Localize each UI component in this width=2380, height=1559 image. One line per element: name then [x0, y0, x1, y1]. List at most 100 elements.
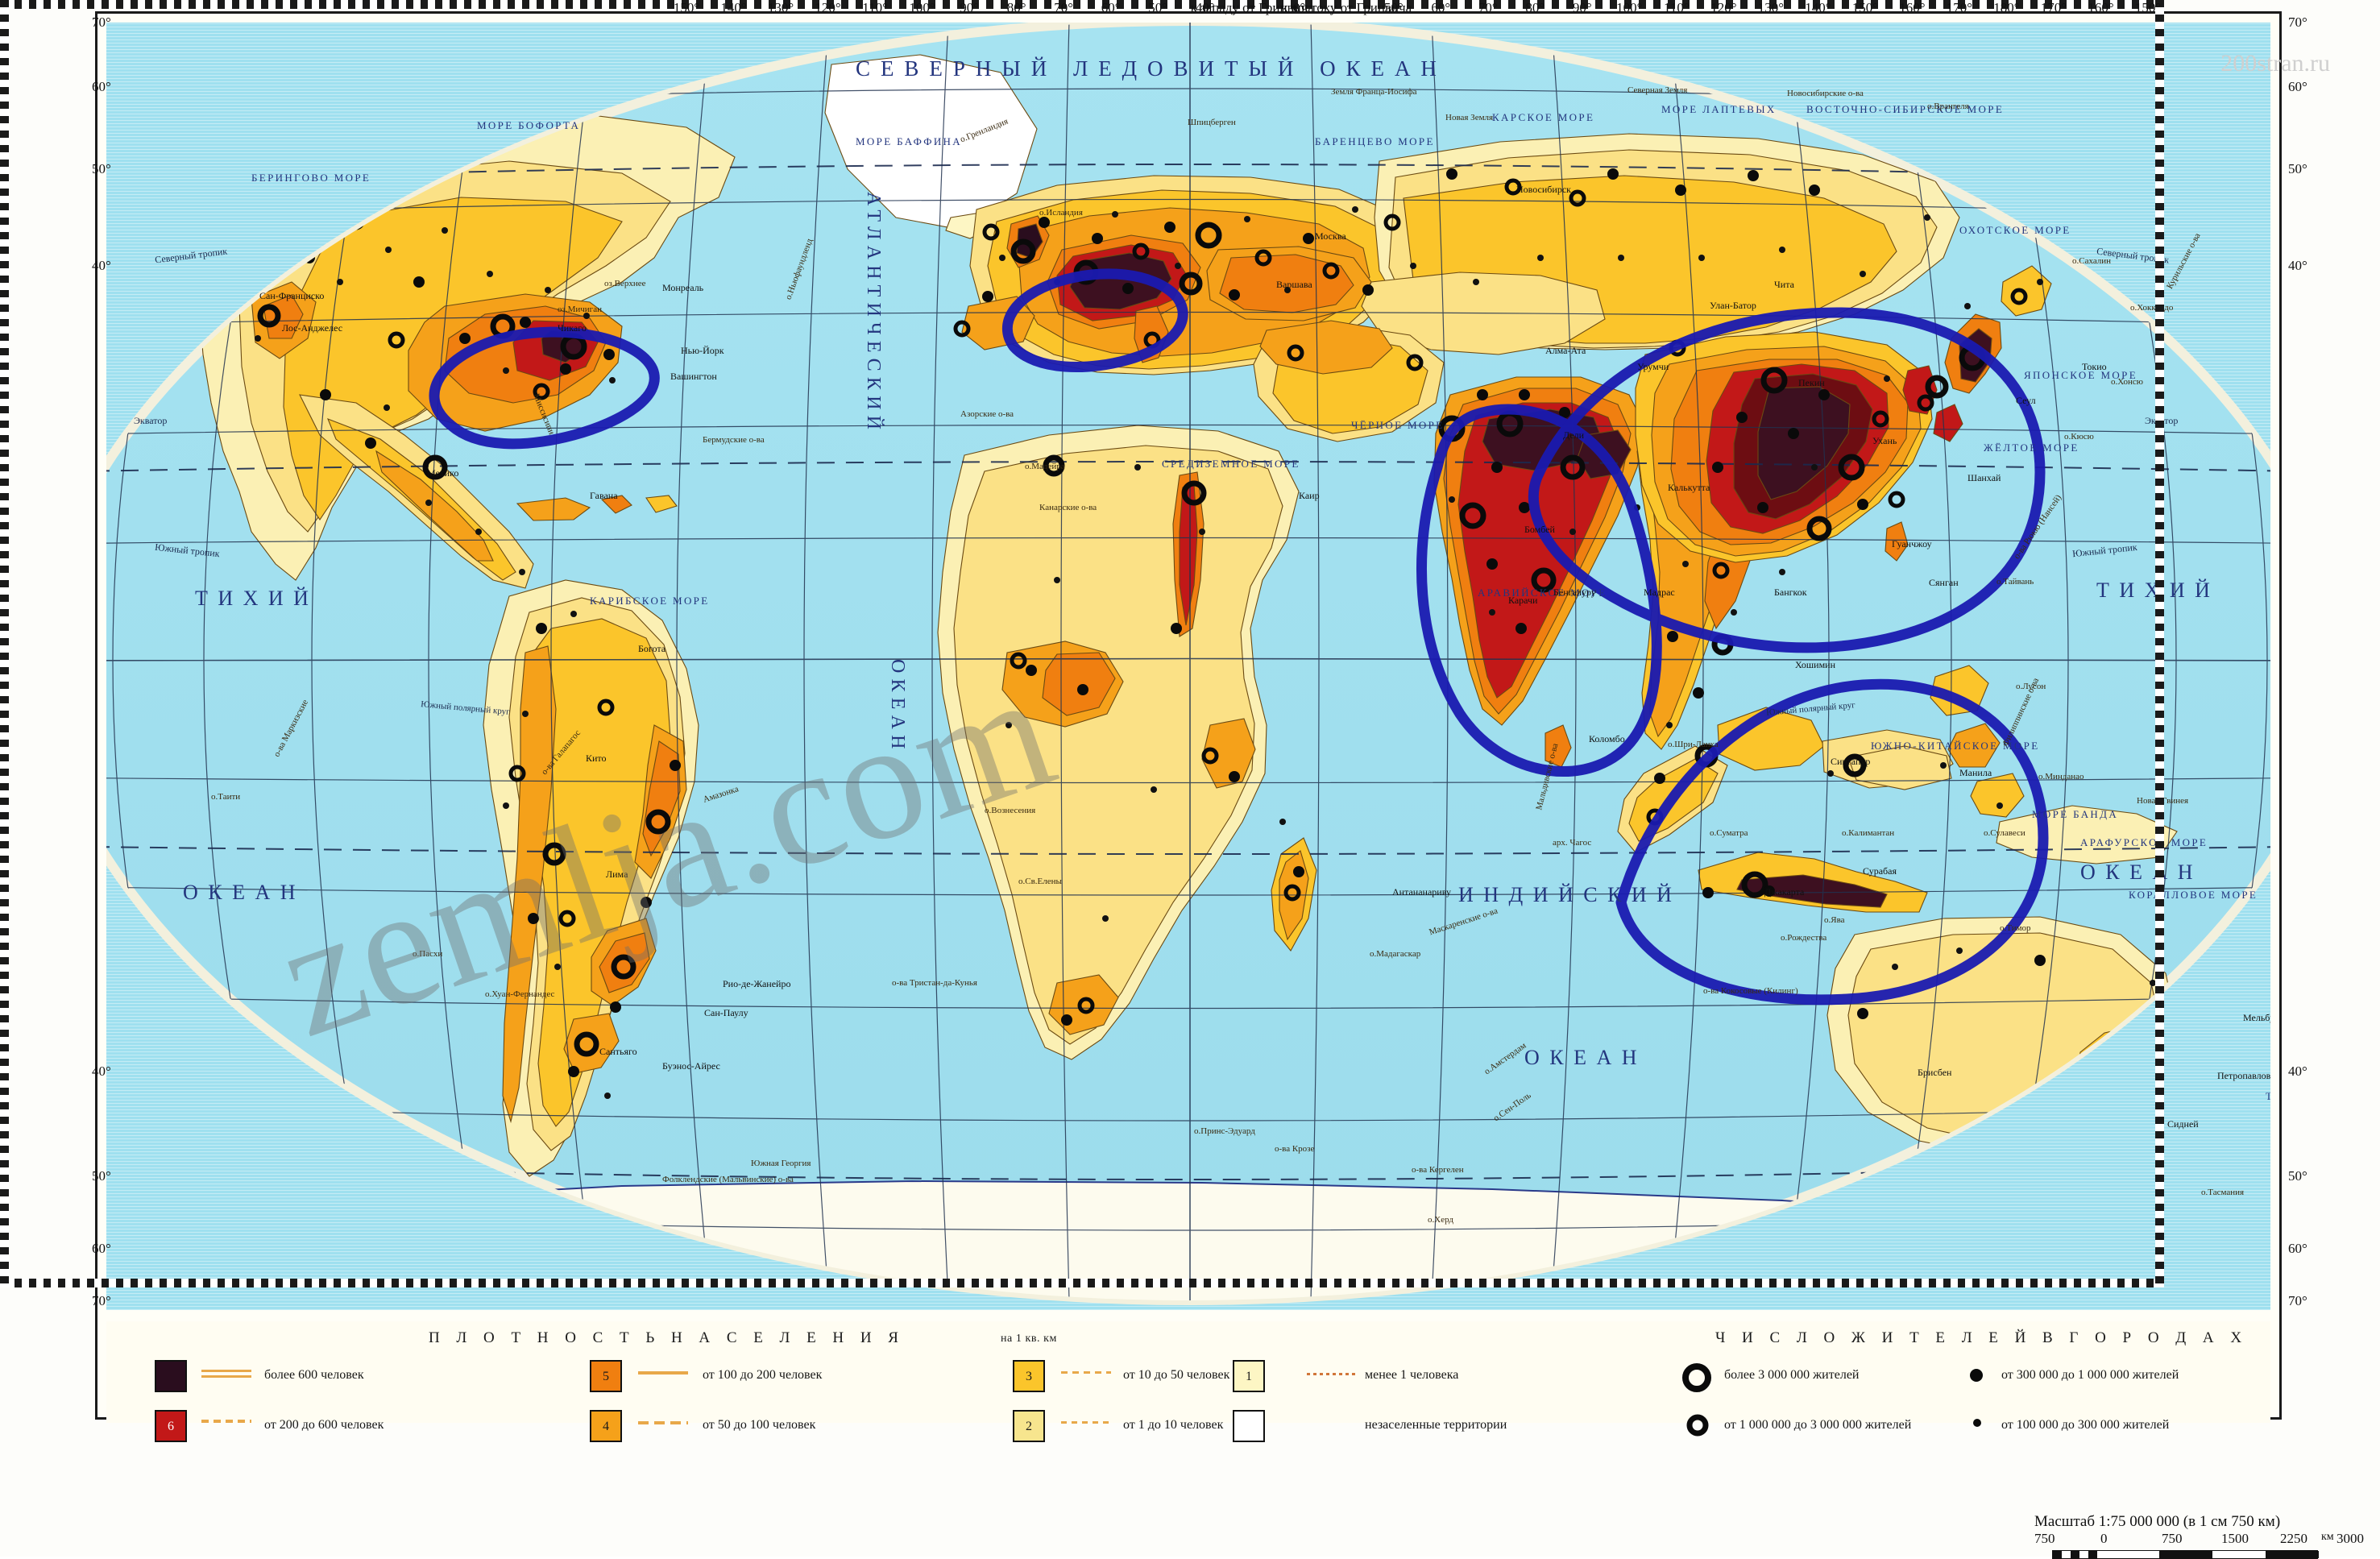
sea-label-okhotsk: ОХОТСКОЕ МОРЕ: [1959, 224, 2071, 236]
place-label-madeira: о.Мадейра: [1025, 462, 1065, 471]
city-label-cairo: Каир: [1299, 490, 1320, 501]
graticule-label: к востоку от Гринвича: [1281, 0, 1412, 15]
graticule-label: 140°: [1805, 0, 1831, 15]
place-label-taiwan: о.Тайвань: [1996, 577, 2034, 587]
place-label-ascension: о.Вознесения: [985, 806, 1036, 815]
graticule-label: 180°: [1993, 0, 2020, 15]
place-label-kerguelen: о-ва Кергелен: [1412, 1165, 1464, 1175]
graticule-label: 150°: [2134, 0, 2162, 15]
legend-symbol-1m-3m: [1686, 1414, 1709, 1437]
legend-label-under1: менее 1 человека: [1365, 1368, 1459, 1382]
place-label-heard: о.Херд: [1428, 1215, 1454, 1225]
place-label-java: о.Ява: [1824, 915, 1845, 925]
place-label-bermuda: Бермудские о-ва: [703, 435, 765, 445]
city-label-san-francisco: Сан-Франциско: [259, 290, 325, 301]
map-graphics: [106, 23, 2270, 1305]
place-label-srilanka: о.Шри-Ланка: [1668, 740, 1719, 749]
ocean-label-indian: ИНДИЙСКИЙ: [1458, 883, 1682, 906]
legend-swatch-under1[interactable]: 1: [1233, 1360, 1265, 1392]
city-label-buenos-aires: Буэнос-Айрес: [662, 1060, 720, 1072]
place-label-cocos: о-ва Кокосовые (Килинг): [1703, 986, 1798, 996]
sea-label-south-china: ЮЖНО-КИТАЙСКОЕ МОРЕ: [1871, 740, 2040, 752]
graticule-label: 130°: [767, 0, 794, 15]
legend-label-over3m: более 3 000 000 жителей: [1724, 1368, 1860, 1382]
graticule-label: 60°: [1431, 0, 1451, 15]
graticule-label: 150°: [673, 0, 700, 15]
graticule-label: 70°: [92, 1293, 111, 1308]
city-label-guangzhou: Гуанчжоу: [1892, 538, 1932, 549]
graticule-label: 80°: [1006, 0, 1026, 15]
legend-swatch-1-10[interactable]: 2: [1013, 1410, 1045, 1442]
ocean-label-pacific-west-2: ОКЕАН: [183, 881, 305, 904]
graticule-label: 100°: [909, 0, 935, 15]
place-label-sumatra: о.Суматра: [1710, 828, 1748, 838]
place-label-azores: Азорские о-ва: [960, 409, 1014, 419]
graticule-label: 50°: [2288, 1168, 2307, 1184]
scale-unit: км: [2321, 1531, 2334, 1543]
city-label-surabaya: Сурабая: [1863, 865, 1897, 877]
scale-tick: 750: [2034, 1531, 2055, 1546]
city-label-hochiminh: Хошимин: [1795, 659, 1836, 670]
ocean-label-pacific-west: ТИХИЙ: [195, 587, 319, 610]
place-label-canary: Канарские о-ва: [1039, 503, 1097, 512]
place-label-timor: о.Тимор: [2000, 923, 2031, 933]
city-label-bogota: Богота: [638, 643, 666, 654]
sea-label-black: ЧЁРНОЕ МОРЕ: [1351, 419, 1445, 431]
legend-label-uninhabited: незаселенные территории: [1365, 1418, 1507, 1432]
place-label-tristan: о-ва Тристан-да-Кунья: [892, 978, 977, 988]
sea-label-caribbean: КАРИБСКОЕ МОРЕ: [590, 595, 710, 607]
graticule-label: 170°: [1946, 0, 1973, 15]
graticule-label: 40°: [2288, 258, 2307, 273]
graticule-label: 120°: [1710, 0, 1737, 15]
place-label-kyushu: о.Кюсю: [2064, 432, 2094, 442]
sea-label-kara: КАРСКОЕ МОРЕ: [1492, 111, 1595, 123]
city-label-karachi: Карачи: [1508, 595, 1538, 606]
graticule-label: 90°: [960, 0, 979, 15]
legend-swatch-200-600[interactable]: 6: [155, 1410, 187, 1442]
sea-label-coral: КОРАЛЛОВОЕ МОРЕ: [2129, 889, 2258, 901]
city-label-chicago: Чикаго: [558, 322, 587, 334]
legend-label-100k-300k: от 100 000 до 300 000 жителей: [2001, 1418, 2170, 1432]
city-label-seoul: Сеул: [2016, 395, 2036, 406]
city-label-hongkong: Сянган: [1929, 577, 1959, 588]
city-label-calcutta: Калькутта: [1668, 482, 1710, 493]
legend-swatch-uninhabited[interactable]: [1233, 1410, 1265, 1442]
city-label-warsaw: Варшава: [1276, 279, 1312, 290]
place-label-svalbard: Шпицберген: [1188, 118, 1236, 127]
legend-swatch-10-50[interactable]: 3: [1013, 1360, 1045, 1392]
legend-line-1-10: [1061, 1421, 1111, 1424]
scale-bar: [2052, 1550, 2319, 1559]
city-label-chita: Чита: [1774, 279, 1794, 290]
legend-label-1-10: от 1 до 10 человек: [1123, 1418, 1224, 1432]
legend-swatch-100-200[interactable]: 5: [590, 1360, 622, 1392]
city-label-novosibirsk: Новосибирск: [1516, 184, 1571, 195]
graticule-label: 90°: [1572, 0, 1592, 15]
city-label-rio: Рио-де-Жанейро: [723, 978, 791, 989]
graticule-label: 150°: [1851, 0, 1879, 15]
graticule-label: 100°: [1616, 0, 1643, 15]
place-label-prince-edward: о.Принс-Эдуард: [1194, 1126, 1255, 1136]
graticule-label: 40°: [92, 258, 111, 273]
graticule-label: 110°: [862, 0, 888, 15]
city-label-santiago: Сантьяго: [599, 1046, 637, 1057]
city-label-quito: Кито: [586, 753, 607, 764]
sea-label-laptev: МОРЕ ЛАПТЕВЫХ: [1661, 103, 1777, 115]
graticule-label: 70°: [92, 15, 111, 30]
legend-label-1m-3m: от 1 000 000 до 3 000 000 жителей: [1724, 1418, 1912, 1432]
city-label-havana: Гавана: [590, 490, 618, 501]
place-label-novosibirsk-isl: Новосибирские о-ва: [1787, 89, 1864, 98]
legend-title-density-suffix: на 1 кв. км: [1001, 1333, 1057, 1345]
scale-tick: 0: [2100, 1531, 2108, 1546]
graticule-label: 130°: [1757, 0, 1785, 15]
sea-label-barents: БАРЕНЦЕВО МОРЕ: [1315, 135, 1435, 147]
legend-label-100-200: от 100 до 200 человек: [703, 1368, 823, 1382]
graticule-label: 110°: [1663, 0, 1690, 15]
legend-swatch-50-100[interactable]: 4: [590, 1410, 622, 1442]
legend-swatch-over600[interactable]: [155, 1360, 187, 1392]
graticule-label: 50°: [2288, 161, 2307, 176]
world-map[interactable]: СЕВЕРНЫЙ ЛЕДОВИТЫЙ ОКЕАН ТИХИЙ ОКЕАН АТЛ…: [106, 23, 2270, 1310]
graticule-label: 50°: [92, 161, 111, 176]
city-label-perth: Брисбен: [1918, 1067, 1952, 1078]
ocean-label-pacific-east-2: ОКЕАН: [2080, 860, 2203, 884]
